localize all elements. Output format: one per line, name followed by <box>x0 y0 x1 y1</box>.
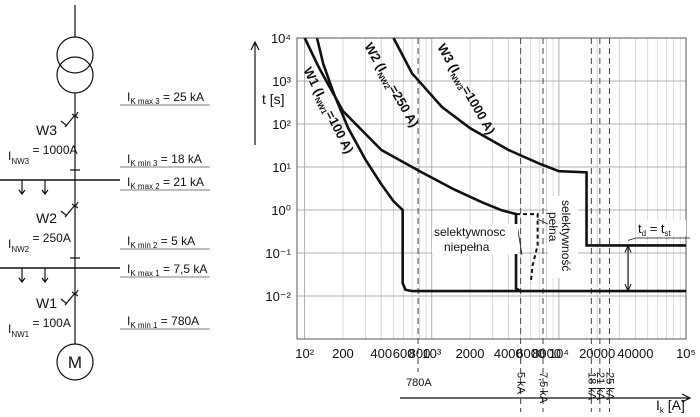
annotation: pełna <box>546 212 560 242</box>
reference-label: 780A <box>406 377 432 389</box>
x-tick-label: 8000 <box>532 346 561 361</box>
x-tick-label: 10² <box>295 346 314 361</box>
fault-current-part: K min 3 <box>130 159 158 168</box>
x-tick-label: 10⁵ <box>676 346 696 361</box>
reference-label: 21 kA <box>594 372 606 401</box>
fault-current-part: K min 2 <box>130 241 158 250</box>
x-tick-label: 20000 <box>579 346 615 361</box>
x-axis-label-part: k <box>660 406 665 415</box>
arrow-heads <box>624 244 632 293</box>
y-tick-label: 10⁰ <box>271 203 291 218</box>
breaker-rating-part: NW1 <box>11 330 29 339</box>
x-tick-label: 10³ <box>422 346 441 361</box>
x-tick-label: 400 <box>370 346 392 361</box>
breaker-rating-part: = 250A <box>29 231 71 245</box>
x-tick-label: 6000 <box>516 346 545 361</box>
breaker-rating-part: I <box>8 322 11 336</box>
fault-current-part: = 7,5 kA <box>160 262 208 276</box>
schematic-drawing <box>0 5 692 403</box>
reference-label: 18 kA <box>585 372 597 401</box>
breaker-name: W2 <box>36 210 57 226</box>
breaker-rating: INW1 = 100A <box>8 316 71 339</box>
plot-frame <box>296 37 687 340</box>
label-bg <box>548 196 578 278</box>
y-tick-label: 10¹ <box>272 160 291 175</box>
breaker-rating-part: = 1000A <box>29 143 77 157</box>
x-axis-label-part: I <box>656 397 660 413</box>
breaker-name: W1 <box>36 295 57 311</box>
label-bg <box>636 220 686 236</box>
fault-current-part: = 5 kA <box>157 234 195 248</box>
fault-current: IK min 3 = 18 kA <box>127 152 202 168</box>
x-tick-label: 2000 <box>456 346 485 361</box>
fault-current-part: = 25 kA <box>160 90 204 104</box>
y-tick-label: 10⁴ <box>271 31 291 46</box>
motor-label: M <box>68 353 82 372</box>
fault-current-part: I <box>127 262 130 276</box>
fault-current-part: I <box>127 314 130 328</box>
reference-label: 25 kA <box>603 372 615 401</box>
breaker-name: W3 <box>36 122 57 138</box>
fault-current-part: K min 1 <box>130 321 158 330</box>
fault-current: IK min 2 = 5 kA <box>127 234 195 250</box>
reference-label: 7,5 kA <box>537 372 549 404</box>
fault-current-part: I <box>127 90 130 104</box>
y-axis-label: t [s] <box>262 91 285 107</box>
annotation: niepełna <box>444 240 490 254</box>
annotation-part: d <box>642 229 646 238</box>
fault-current-part: = 21 kA <box>160 175 204 189</box>
x-tick-label: 4000 <box>494 346 523 361</box>
fault-current: IK max 1 = 7,5 kA <box>127 262 207 278</box>
fault-current-part: K max 2 <box>130 182 160 191</box>
breaker-rating: INW3 = 1000A <box>8 143 78 166</box>
y-tick-label: 10⁻¹ <box>265 246 291 261</box>
fault-current-part: I <box>127 152 130 166</box>
annotation-part: = t <box>646 221 665 236</box>
x-tick-label: 200 <box>332 346 354 361</box>
fault-current: IK max 3 = 25 kA <box>127 90 204 106</box>
y-tick-label: 10⁻² <box>265 289 291 304</box>
breaker-rating: INW2 = 250A <box>8 231 71 254</box>
fault-current-part: I <box>127 175 130 189</box>
annotation: selektywnosc <box>434 225 505 239</box>
breaker-rating-part: NW3 <box>11 157 29 166</box>
fault-current: IK max 2 = 21 kA <box>127 175 204 191</box>
x-tick-label: 800 <box>409 346 431 361</box>
fault-current-part: K max 3 <box>130 97 160 106</box>
x-tick-label: 10⁴ <box>549 346 569 361</box>
annotation-part: st <box>665 229 672 238</box>
breaker-rating-part: I <box>8 149 11 163</box>
fault-current-part: = 780A <box>157 314 199 328</box>
y-tick-label: 10³ <box>272 74 291 89</box>
breaker-rating-part: I <box>8 237 11 251</box>
x-tick-label: 40000 <box>617 346 653 361</box>
breaker-rating-part: NW2 <box>11 245 29 254</box>
annotation: td = tst <box>638 221 672 238</box>
breaker-rating-part: = 100A <box>29 316 71 330</box>
y-tick-label: 10² <box>272 117 291 132</box>
x-axis-label: Ik [A] <box>656 397 685 415</box>
fault-current-part: I <box>127 234 130 248</box>
fault-current-part: K max 1 <box>130 269 160 278</box>
curve <box>516 213 539 284</box>
fault-current: IK min 1 = 780A <box>127 314 199 330</box>
fault-current-part: = 18 kA <box>157 152 201 166</box>
curve <box>392 37 686 247</box>
annotation: selektywność <box>559 200 573 271</box>
label-bg <box>432 224 518 254</box>
x-axis-label-part: [A] <box>664 397 685 413</box>
x-tick-label: 600 <box>393 346 415 361</box>
curve-label: W2 (INW2=250 A) <box>360 40 422 131</box>
reference-label: 5 kA <box>515 372 527 395</box>
annotation-part: t <box>638 221 642 236</box>
curve-label-part: W3 (I <box>434 41 463 75</box>
